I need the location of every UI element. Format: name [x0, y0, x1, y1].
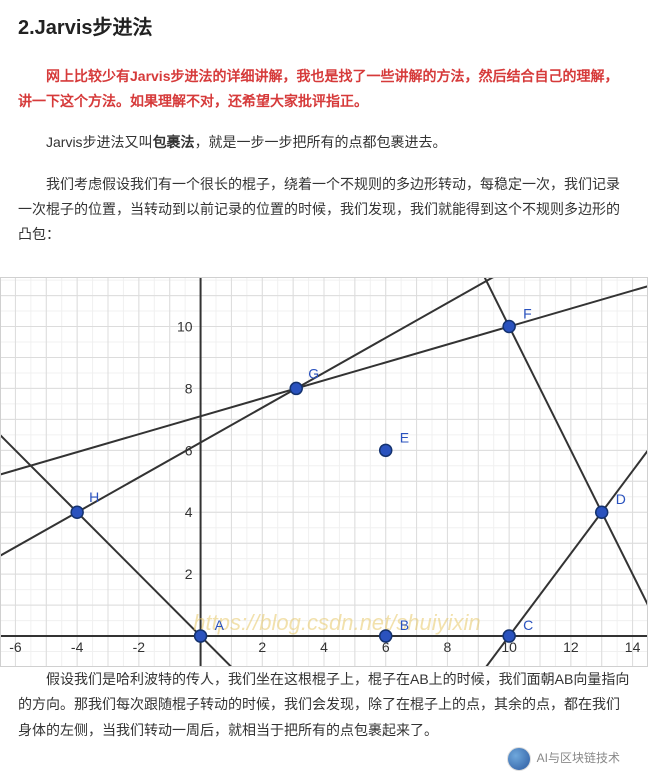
para1-tail: ，就是一步一步把所有的点都包裹进去。	[195, 134, 447, 150]
data-point	[380, 630, 392, 642]
data-point	[380, 444, 392, 456]
section-heading: 2.Jarvis步进法	[0, 0, 648, 50]
data-point-label: F	[523, 306, 532, 322]
svg-text:10: 10	[177, 319, 193, 335]
svg-text:2: 2	[185, 566, 193, 582]
intro-red-note: 网上比较少有Jarvis步进法的详细讲解，我也是找了一些讲解的方法，然后结合自己…	[18, 64, 630, 114]
para-1: Jarvis步进法又叫包裹法，就是一步一步把所有的点都包裹进去。	[18, 130, 630, 155]
data-point-label: E	[400, 429, 409, 445]
svg-text:https://blog.csdn.net/shuiyixi: https://blog.csdn.net/shuiyixin	[193, 610, 480, 635]
svg-text:-4: -4	[71, 639, 84, 655]
svg-text:8: 8	[444, 639, 452, 655]
svg-text:-2: -2	[133, 639, 146, 655]
footer-tag-text: AI与区块链技术	[537, 748, 620, 770]
data-point	[290, 383, 302, 395]
para-3: 假设我们是哈利波特的传人，我们坐在这根棍子上，棍子在AB上的时候，我们面朝AB向…	[18, 667, 630, 743]
convex-hull-chart: -6-4-22468101214246810https://blog.csdn.…	[0, 277, 648, 667]
para1-lead: Jarvis步进法又叫	[46, 134, 153, 150]
footer-attribution: AI与区块链技术	[0, 747, 648, 771]
svg-text:2: 2	[258, 639, 266, 655]
data-point-label: C	[523, 617, 533, 633]
data-point	[195, 630, 207, 642]
svg-text:4: 4	[185, 504, 193, 520]
data-point-label: D	[616, 491, 626, 507]
data-point	[503, 630, 515, 642]
data-point	[503, 321, 515, 333]
data-point	[596, 506, 608, 518]
data-point-label: B	[400, 617, 409, 633]
para-2: 我们考虑假设我们有一个很长的棍子，绕着一个不规则的多边形转动，每稳定一次，我们记…	[18, 172, 630, 248]
svg-text:-6: -6	[9, 639, 22, 655]
data-point-label: A	[215, 617, 225, 633]
para1-bold-term: 包裹法	[153, 134, 195, 150]
article-body: 网上比较少有Jarvis步进法的详细讲解，我也是找了一些讲解的方法，然后结合自己…	[0, 64, 648, 277]
data-point-label: H	[89, 489, 99, 505]
footer-avatar-icon	[507, 747, 531, 771]
svg-text:4: 4	[320, 639, 328, 655]
svg-text:8: 8	[185, 381, 193, 397]
data-point-label: G	[308, 366, 319, 382]
svg-text:14: 14	[625, 639, 641, 655]
svg-text:12: 12	[563, 639, 579, 655]
data-point	[71, 506, 83, 518]
